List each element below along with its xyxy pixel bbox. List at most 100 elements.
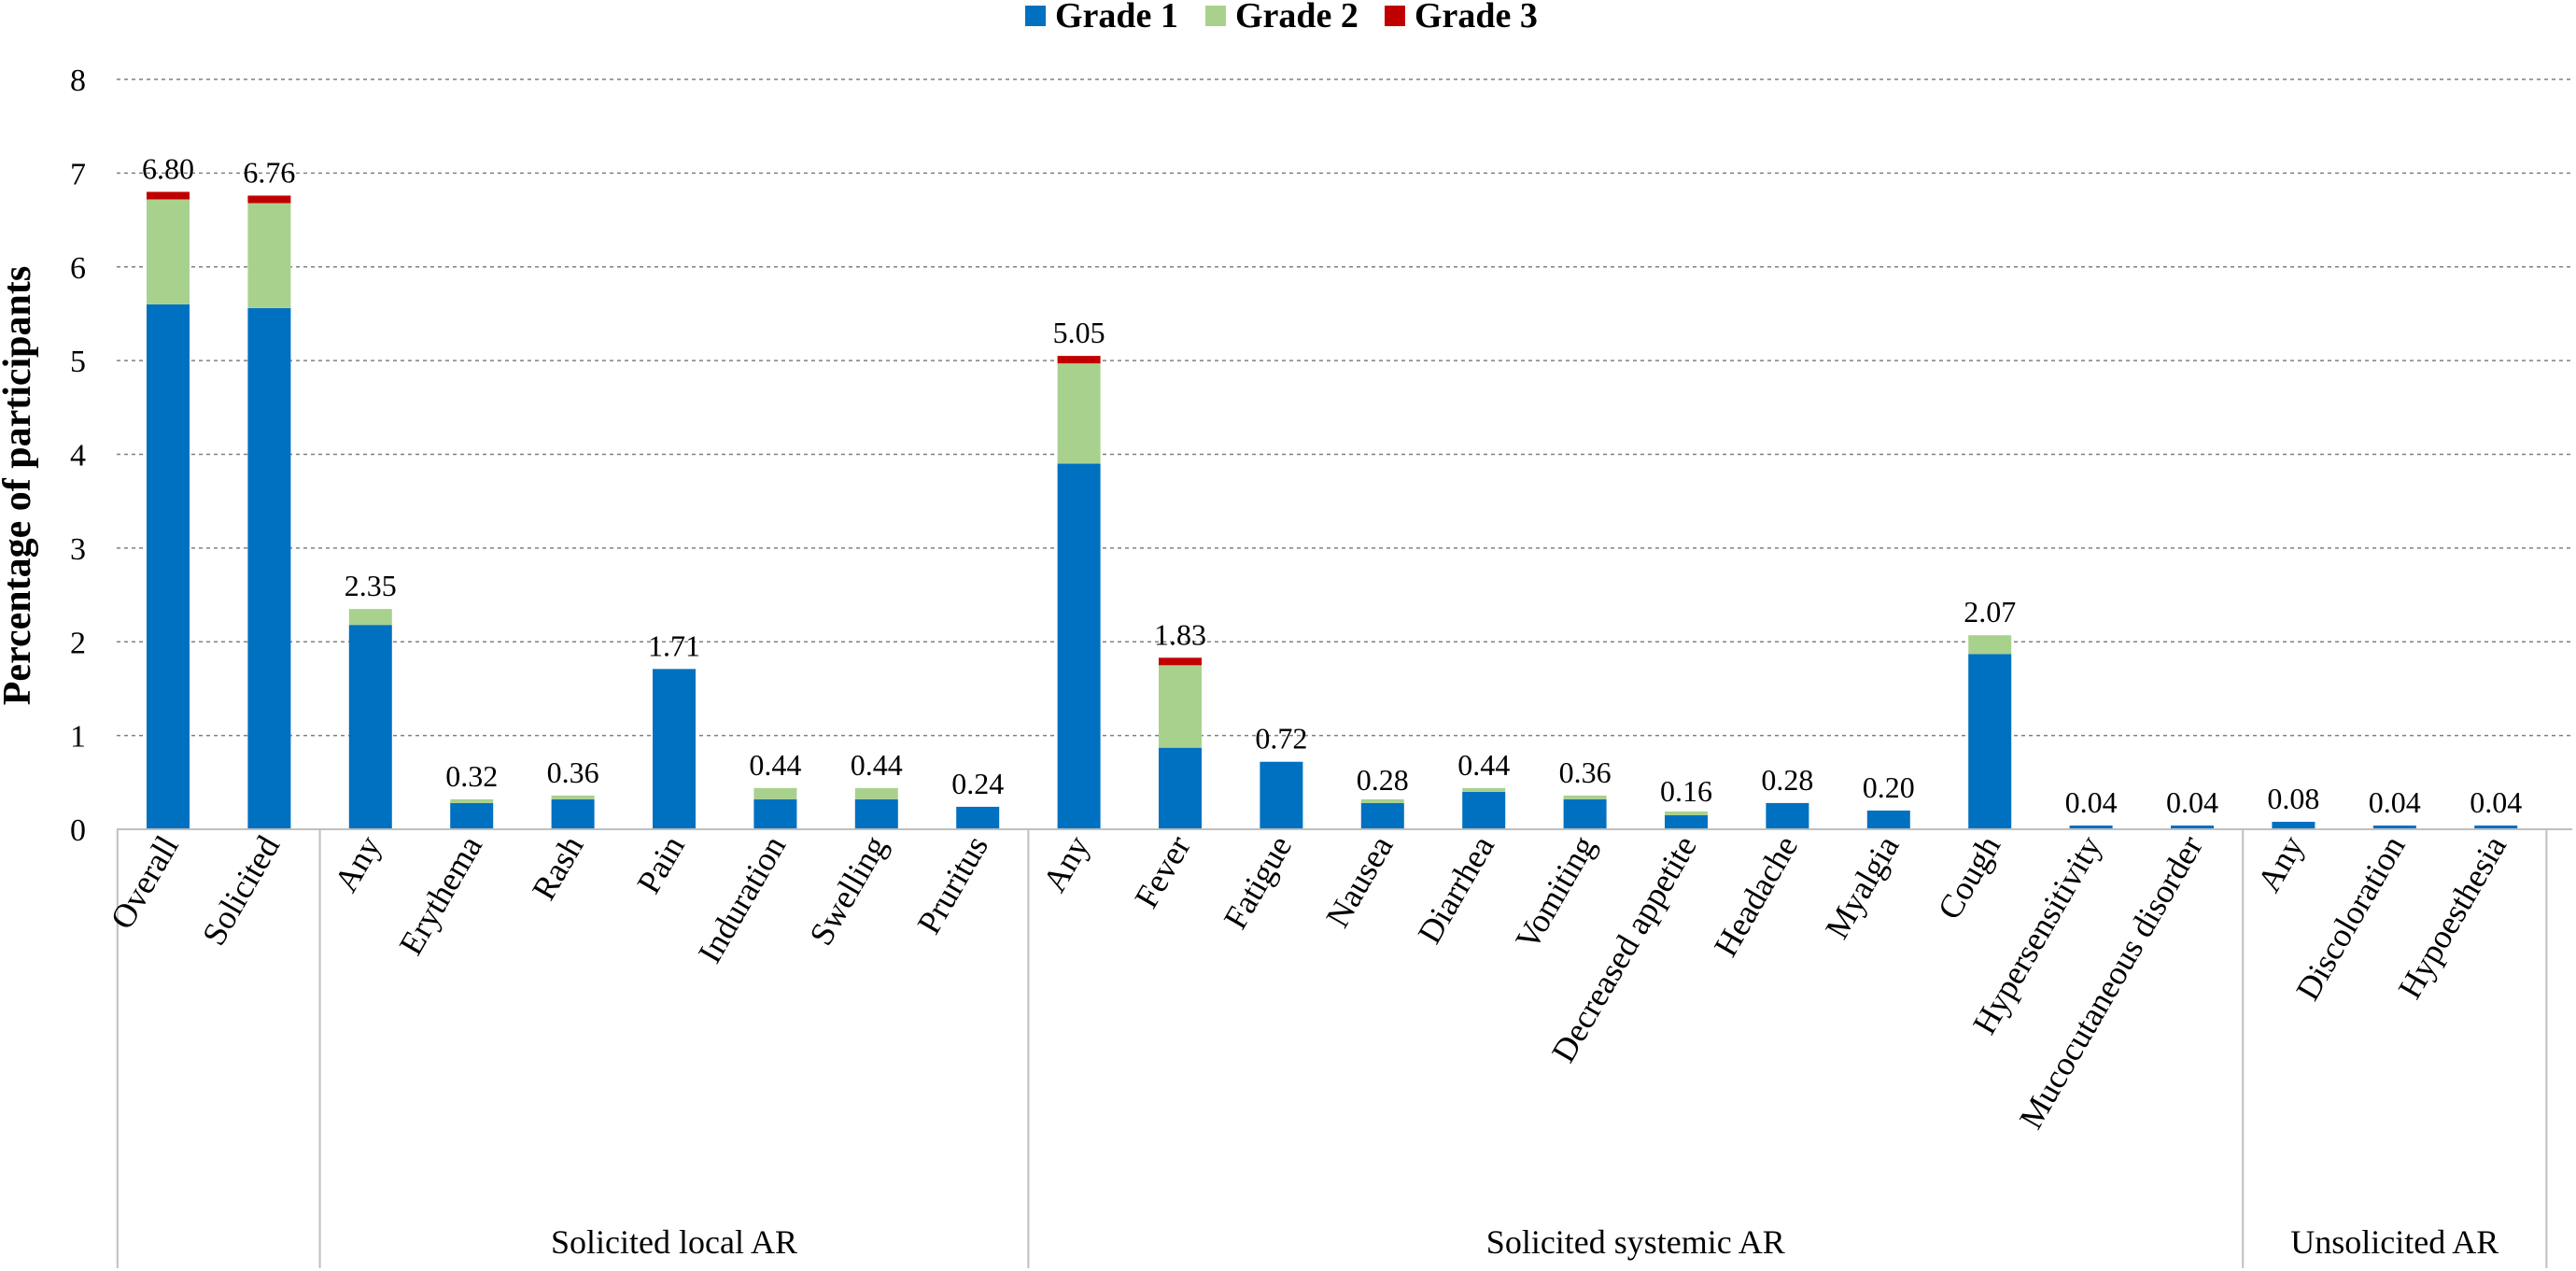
category-label: Headache [1707,829,1806,963]
legend-entry-grade-3: Grade 3 [1415,0,1538,35]
category-label: Mucocutaneous disorder [2012,829,2210,1135]
category-label: Pain [629,829,692,899]
value-label: 0.08 [2267,782,2319,815]
bar-segment-grade-1 [247,307,291,829]
bar-segment-grade-2 [247,203,291,308]
bar-segment-grade-1 [2272,821,2316,829]
bar-segment-grade-1 [1360,802,1404,829]
value-labels: 6.80 6.76 2.35 0.32 0.36 1.71 0.44 0.44 0.24 5.05… [142,151,2522,819]
value-label: 6.80 [142,151,194,185]
category-label: Diarrhea [1411,829,1502,950]
category-label: Hypoesthesia [2391,829,2514,1005]
bar-segment-grade-1 [2171,825,2214,829]
y-tick-label: 2 [70,626,86,660]
bar-segment-grade-2 [1968,635,2012,655]
bar-segment-grade-2 [854,787,898,799]
y-tick-label: 4 [70,439,86,473]
bar-segment-grade-1 [1968,654,2012,829]
bar-segment-grade-1 [2474,825,2518,829]
y-tick-label: 8 [70,64,86,98]
value-label: 0.36 [547,756,599,789]
bar-segment-grade-2 [147,199,190,304]
bar-segment-grade-1 [653,669,696,829]
value-label: 0.44 [1457,748,1510,782]
category-label: Any [2250,829,2312,898]
value-label: 2.07 [1964,595,2016,628]
bar-segment-grade-1 [2372,825,2416,829]
bar-segment-grade-1 [1462,791,1506,829]
x-axis [116,828,2572,1268]
bar-segment-grade-1 [1057,463,1101,829]
value-label: 6.76 [243,155,295,189]
bar-segment-grade-3 [247,195,291,204]
category-label: Fatigue [1217,829,1300,936]
y-tick-label: 6 [70,251,86,286]
value-label: 0.36 [1559,756,1612,789]
bar-segment-grade-1 [854,798,898,829]
bar-segment-grade-1 [956,806,1000,829]
value-label: 0.44 [851,748,903,782]
value-label: 1.83 [1154,617,1206,651]
value-label: 1.71 [648,628,700,662]
bar-segment-grade-1 [551,798,595,829]
category-label: Rash [525,829,591,906]
y-tick-label: 1 [70,720,86,755]
y-axis-label: Percentage of participants [0,266,39,705]
value-label: 0.04 [2369,785,2421,819]
value-label: 0.04 [2470,785,2522,819]
bar-segment-grade-2 [1360,798,1404,803]
bar-segment-grade-2 [551,795,595,799]
bar-segment-grade-2 [1159,665,1202,748]
category-label: Overall [103,829,186,935]
bar-segment-grade-2 [1462,787,1506,792]
category-label: Induration [691,829,794,969]
legend-swatch-grade-3 [1385,6,1405,26]
bar-segment-grade-2 [348,609,392,626]
legend: Grade 1 Grade 2 Grade 3 [1025,0,1538,35]
category-labels: Overall Solicited Any Erythema Rash PainIndur… [103,829,2513,1135]
bar-segment-grade-2 [450,798,494,803]
bar-segment-grade-1 [1159,747,1202,829]
value-label: 0.28 [1357,763,1409,797]
legend-swatch-grade-2 [1205,6,1226,26]
category-label: Pruritus [909,829,995,940]
group-label: Solicited local AR [551,1223,797,1261]
bar-segment-grade-1 [1563,798,1607,829]
bars [147,191,2518,829]
value-label: 0.28 [1761,763,1813,797]
bar-segment-grade-1 [1665,814,1708,829]
legend-entry-grade-2: Grade 2 [1235,0,1358,35]
y-tick-label: 0 [70,813,86,848]
bar-segment-grade-1 [1766,802,1809,829]
category-label: Swelling [802,829,894,952]
bar-segment-grade-1 [450,802,494,829]
y-tick-label: 5 [70,345,86,379]
value-label: 0.32 [445,759,498,793]
group-label: Solicited systemic AR [1486,1223,1785,1261]
category-label: Any [1035,829,1097,898]
category-label: Cough [1930,829,2007,925]
bar-segment-grade-3 [147,191,190,200]
bar-segment-grade-1 [2069,825,2113,829]
value-label: 0.24 [951,767,1004,800]
bar-segment-grade-2 [1057,363,1101,464]
bar-segment-grade-1 [348,625,392,829]
bar-segment-grade-1 [1866,810,1910,829]
category-label: Vomiting [1508,829,1602,956]
category-label: Myalgia [1818,829,1907,945]
value-label: 0.16 [1660,774,1712,808]
y-axis-ticks: 0 1 2 3 4 5 6 7 8 [70,64,86,848]
value-label: 0.44 [749,748,801,782]
value-label: 0.72 [1255,722,1307,756]
category-label: Nausea [1318,829,1401,934]
bar-segment-grade-2 [753,787,797,799]
y-tick-label: 7 [70,157,86,191]
value-label: 5.05 [1053,316,1105,349]
legend-entry-grade-1: Grade 1 [1055,0,1178,35]
category-label: Solicited [195,829,288,952]
gridlines [117,78,2572,737]
category-label: Any [327,829,388,898]
bar-segment-grade-2 [1665,811,1708,815]
bar-segment-grade-1 [753,798,797,829]
